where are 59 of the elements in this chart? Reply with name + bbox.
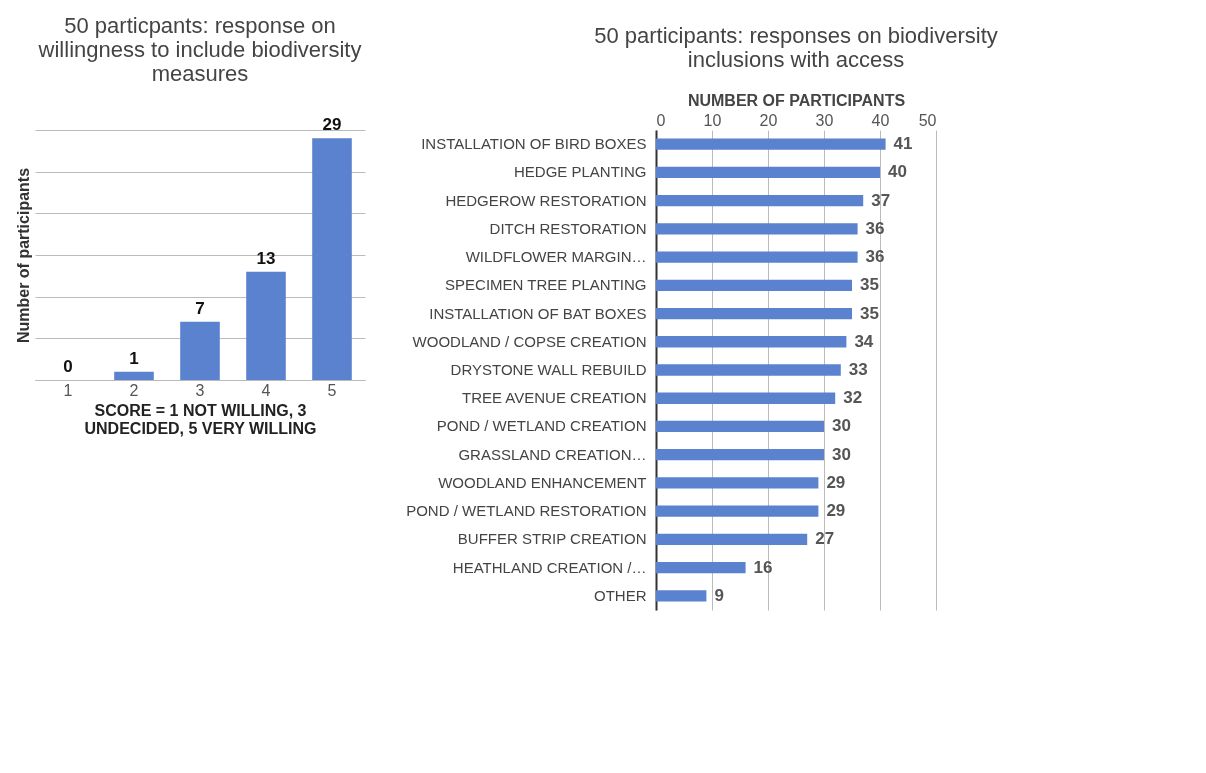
x-tick-label: 40 [871,111,890,129]
x-tick-label: 5 [327,381,337,399]
data-label: 36 [865,218,885,238]
data-label: 29 [826,472,846,492]
data-label: 34 [854,331,874,351]
bar [180,321,220,380]
data-label: 9 [714,585,724,605]
y-tick-label: POND / WETLAND RESTORATION [406,502,647,520]
data-label: 16 [753,557,773,577]
data-label: 36 [865,247,885,267]
x-tick-label: 3 [195,381,205,399]
y-tick-label: WOODLAND / COPSE CREATION [412,332,647,350]
data-label: 29 [322,115,342,135]
y-axis-title: Number of participants [14,167,32,344]
y-tick-label: BUFFER STRIP CREATION [457,530,647,548]
chart-title: 50 participants: responses on biodiversity inclusions with access [594,23,998,72]
data-label: 33 [848,360,868,379]
y-tick-label: HEATHLAND CREATION /… [452,558,647,576]
data-label: 40 [888,162,907,182]
x-tick-label: 1 [63,381,73,399]
x-tick-label: 10 [703,111,722,129]
data-label: 35 [860,303,879,323]
x-axis-title: SCORE = 1 NOT WILLING, 3 UNDECIDED, 5 VERY WILLING [84,401,317,437]
y-tick-label: WOODLAND ENHANCEMENT [438,473,647,491]
data-label: 13 [256,248,276,268]
data-label: 27 [815,529,835,549]
y-tick-label: DITCH RESTORATION [489,219,647,237]
data-label: 0 [63,357,73,376]
y-tick-label: SPECIMEN TREE PLANTING [445,276,647,294]
data-label: 29 [826,501,846,521]
x-tick-label: 2 [129,381,139,399]
y-tick-label: OTHER [594,586,647,604]
data-label: 37 [871,190,891,210]
data-label: 7 [195,298,205,318]
y-tick-label: INSTALLATION OF BAT BOXES [429,304,647,322]
y-tick-label: TREE AVENUE CREATION [462,389,647,407]
data-label: 41 [893,134,913,154]
y-tick-label: HEDGE PLANTING [513,163,647,181]
x-tick-label: 20 [759,111,778,129]
chart-title: 50 particpants: response on willingness to include biodiversity measures [37,13,362,87]
y-tick-label: WILDFLOWER MARGIN… [465,248,647,266]
bar [114,371,154,380]
x-tick-label: 50 [918,111,937,129]
x-axis-title: NUMBER OF PARTICIPANTS [687,91,906,109]
data-label: 1 [129,348,139,368]
x-tick-label: 0 [656,111,666,129]
y-tick-label: GRASSLAND CREATION… [458,445,647,463]
y-tick-label: POND / WETLAND CREATION [436,417,647,435]
x-tick-label: 4 [261,381,271,399]
x-tick-label: 30 [815,111,834,129]
data-label: 32 [843,388,863,408]
data-label: 30 [832,444,851,464]
y-tick-label: INSTALLATION OF BIRD BOXES [421,135,647,153]
data-label: 30 [832,416,851,436]
data-label: 35 [860,275,879,295]
bar [246,271,286,380]
y-tick-label: DRYSTONE WALL REBUILD [450,361,647,378]
bar [312,138,352,380]
y-tick-label: HEDGEROW RESTORATION [445,191,647,209]
